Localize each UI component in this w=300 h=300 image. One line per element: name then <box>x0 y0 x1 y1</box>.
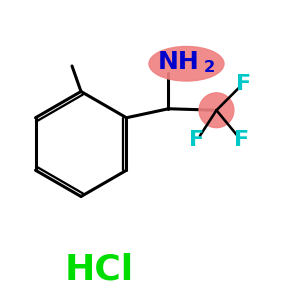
Text: F: F <box>189 130 205 150</box>
Text: F: F <box>236 74 251 94</box>
Text: NH: NH <box>158 50 200 74</box>
Circle shape <box>199 93 234 128</box>
Text: HCl: HCl <box>64 253 134 287</box>
Ellipse shape <box>149 46 224 81</box>
Text: 2: 2 <box>203 60 214 75</box>
Text: F: F <box>233 130 249 150</box>
